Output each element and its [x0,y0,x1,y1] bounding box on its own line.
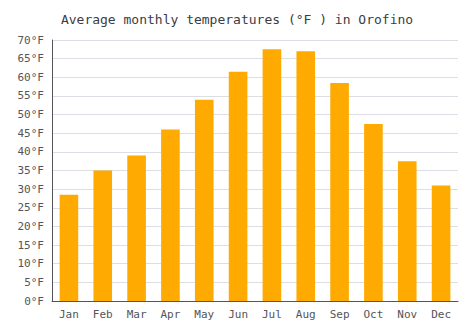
svg-text:30°F: 30°F [18,183,45,196]
svg-text:Average monthly temperatures (: Average monthly temperatures (°F ) in Or… [61,12,413,27]
svg-text:Mar: Mar [127,308,147,321]
svg-text:50°F: 50°F [18,108,45,121]
svg-text:Apr: Apr [160,308,180,321]
svg-text:May: May [194,308,214,321]
svg-text:65°F: 65°F [18,52,45,65]
svg-text:55°F: 55°F [18,89,45,102]
svg-text:Feb: Feb [93,308,113,321]
svg-text:40°F: 40°F [18,145,45,158]
svg-text:Oct: Oct [363,308,383,321]
svg-text:35°F: 35°F [18,164,45,177]
svg-text:45°F: 45°F [18,127,45,140]
svg-text:Dec: Dec [431,308,451,321]
svg-text:15°F: 15°F [18,239,45,252]
svg-text:0°F: 0°F [24,295,44,308]
svg-text:20°F: 20°F [18,220,45,233]
svg-text:70°F: 70°F [18,34,45,47]
svg-text:Nov: Nov [397,308,417,321]
svg-text:25°F: 25°F [18,201,45,214]
svg-text:60°F: 60°F [18,71,45,84]
svg-text:Jul: Jul [262,308,282,321]
svg-text:Jun: Jun [228,308,248,321]
svg-text:Jan: Jan [59,308,79,321]
svg-text:10°F: 10°F [18,257,45,270]
svg-text:Aug: Aug [296,308,316,321]
svg-text:Sep: Sep [330,308,350,321]
svg-text:5°F: 5°F [24,276,44,289]
